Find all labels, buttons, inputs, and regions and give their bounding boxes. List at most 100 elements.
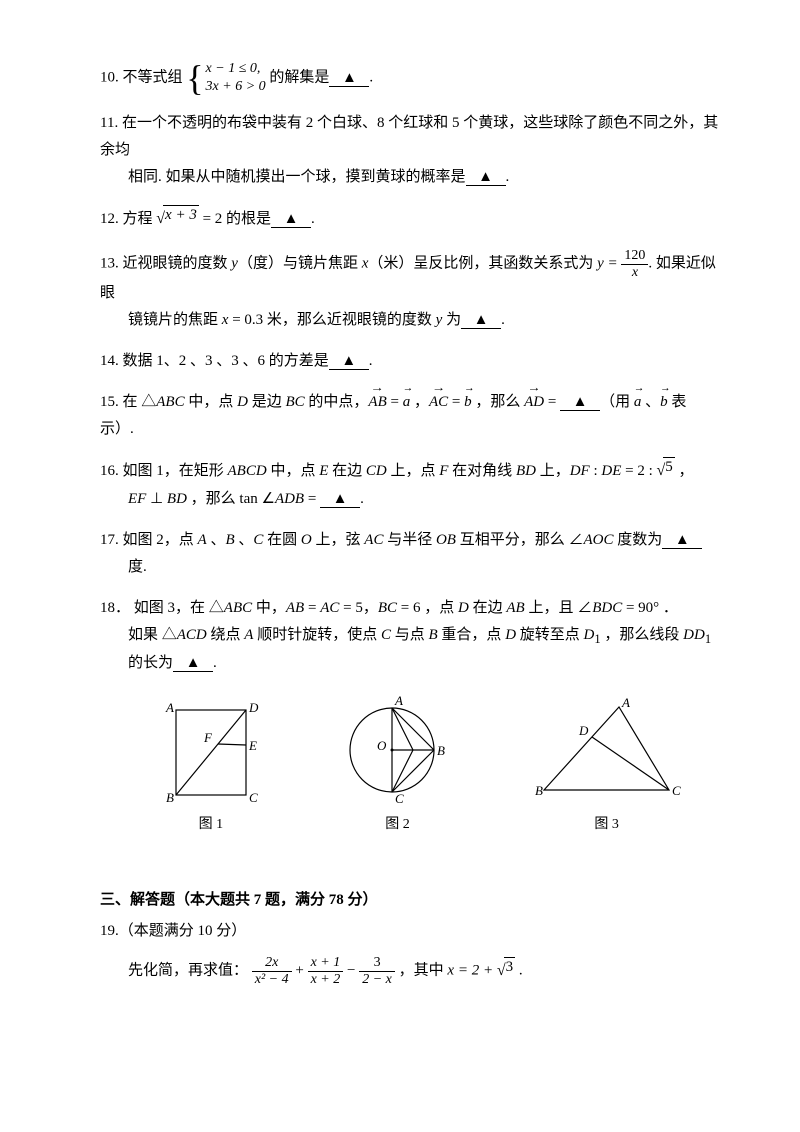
q18-ACD: ACD <box>177 627 207 643</box>
fig3-svg: A D B C <box>529 695 684 810</box>
answer-blank[interactable]: ▲ <box>662 533 702 549</box>
q17-B: B <box>225 532 234 548</box>
frac-n: 120 <box>621 248 648 264</box>
q17-f: 度数为 <box>613 532 662 548</box>
question-17: 17. 如图 2，点 A 、B 、C 在圆 O 上，弦 AC 与半径 OB 互相… <box>100 527 720 581</box>
q15-num: 15. <box>100 394 119 410</box>
q17-O: O <box>301 532 312 548</box>
vec-a2: a <box>634 394 642 410</box>
q10-line2: 3x + 6 > 0 <box>206 79 266 94</box>
q18-e: 上，且 ∠ <box>525 600 593 616</box>
sqrt-icon: √5 <box>657 457 675 486</box>
answer-blank[interactable]: ▲ <box>560 395 600 411</box>
svg-text:O: O <box>377 738 387 753</box>
figures-row: A D B C E F 图 1 A B C O 图 2 A <box>120 695 720 837</box>
t3n: 3 <box>359 955 395 971</box>
q15-D: D <box>237 394 248 410</box>
question-19: 19.（本题满分 10 分） 先化简，再求值： 2xx² − 4 + x + 1… <box>100 918 720 987</box>
figure-2: A B C O 图 2 <box>337 695 457 837</box>
svg-text:D: D <box>578 723 589 738</box>
answer-blank[interactable]: ▲ <box>271 212 311 228</box>
q14-t: 数据 1、2 、3 、3 、6 的方差是 <box>123 353 329 369</box>
q18-D1: D <box>584 627 595 643</box>
q18-AC: AC <box>320 600 339 616</box>
sqrt-icon: √x + 3 <box>156 205 199 234</box>
q12-arg: x + 3 <box>165 207 197 223</box>
q16-BD: BD <box>516 463 536 479</box>
q17-g: 度. <box>128 559 147 575</box>
q19-a: 先化简，再求值： <box>128 963 248 979</box>
fig2-label: 图 2 <box>337 812 457 837</box>
fraction-1: 2xx² − 4 <box>252 955 292 987</box>
q18-f: = 90 <box>622 600 653 616</box>
section-3-heading: 三、解答题（本大题共 7 题，满分 78 分） <box>100 887 720 914</box>
q11-end: . <box>506 169 510 185</box>
q10-post: 的解集是 <box>269 70 329 86</box>
vec-b: b <box>464 394 472 410</box>
cm: ， <box>363 600 378 616</box>
q18-num: 18． <box>100 600 130 616</box>
q16-BD2: BD <box>167 491 187 507</box>
q11-l2: 相同. 如果从中随机摸出一个球，摸到黄球的概率是 <box>128 169 466 185</box>
svg-text:B: B <box>437 743 445 758</box>
q16-l2b: ，那么 tan ∠ <box>187 491 275 507</box>
q18-ABC: ABC <box>224 600 252 616</box>
q10-num: 10. <box>100 70 119 86</box>
q19-h: （本题满分 10 分） <box>119 923 247 939</box>
fraction-3: 32 − x <box>359 955 395 987</box>
q16-c: 在边 <box>328 463 366 479</box>
question-16: 16. 如图 1，在矩形 ABCD 中，点 E 在边 CD 上，点 F 在对角线… <box>100 457 720 513</box>
answer-blank[interactable]: ▲ <box>329 71 369 87</box>
q17-a: 如图 2，点 <box>123 532 198 548</box>
svg-text:D: D <box>248 700 259 715</box>
q18-a: 如图 3，在 △ <box>134 600 224 616</box>
q19-num: 19. <box>100 923 119 939</box>
q16-EF: EF <box>128 491 146 507</box>
q16-num: 16. <box>100 463 119 479</box>
q17-c: 上，弦 <box>312 532 365 548</box>
answer-blank[interactable]: ▲ <box>320 492 360 508</box>
q18-l2c: 顺时针旋转，使点 <box>253 627 381 643</box>
then: ，那么 <box>472 394 525 410</box>
q16-l2c: = <box>304 491 320 507</box>
svg-text:F: F <box>203 730 213 745</box>
rat: = 2 : <box>621 463 656 479</box>
svg-text:C: C <box>672 783 681 798</box>
q15-abc: ABC <box>156 394 184 410</box>
q15-d: 的中点， <box>305 394 369 410</box>
frac-d: x <box>632 265 638 280</box>
q17-AOC: AOC <box>583 532 613 548</box>
answer-blank[interactable]: ▲ <box>466 170 506 186</box>
q16-ADB: ADB <box>275 491 304 507</box>
eq2: = <box>448 394 464 410</box>
q15-c: 是边 <box>248 394 286 410</box>
q18-end: . <box>213 655 217 671</box>
svg-text:A: A <box>621 695 630 710</box>
answer-blank[interactable]: ▲ <box>173 656 213 672</box>
svg-text:E: E <box>248 738 257 753</box>
q17-num: 17. <box>100 532 119 548</box>
question-14: 14. 数据 1、2 、3 、3 、6 的方差是▲. <box>100 348 720 375</box>
answer-blank[interactable]: ▲ <box>329 354 369 370</box>
svg-text:C: C <box>249 790 258 805</box>
q18-BDC: BDC <box>592 600 622 616</box>
s2: 、 <box>235 532 254 548</box>
q18-AB: AB <box>286 600 304 616</box>
eq3: = <box>544 394 560 410</box>
q18-l2b: 绕点 <box>207 627 245 643</box>
q18-BC: BC <box>378 600 397 616</box>
q10-system: { x − 1 ≤ 0, 3x + 6 > 0 <box>186 60 265 96</box>
q10-pre: 不等式组 <box>123 70 183 86</box>
q17-AC: AC <box>364 532 383 548</box>
t1d: x² − 4 <box>255 972 289 987</box>
colon: : <box>590 463 602 479</box>
question-10: 10. 不等式组 { x − 1 ≤ 0, 3x + 6 > 0 的解集是▲. <box>100 60 720 96</box>
q17-e: 互相平分，那么 ∠ <box>456 532 584 548</box>
q16-E: E <box>319 463 328 479</box>
answer-blank[interactable]: ▲ <box>461 313 501 329</box>
t2d: x + 2 <box>311 972 341 987</box>
sqrt-icon: √3 <box>497 957 515 986</box>
xeq: x = 2 + <box>447 963 496 979</box>
svg-text:C: C <box>395 791 404 806</box>
q16-a: 如图 1，在矩形 <box>123 463 228 479</box>
